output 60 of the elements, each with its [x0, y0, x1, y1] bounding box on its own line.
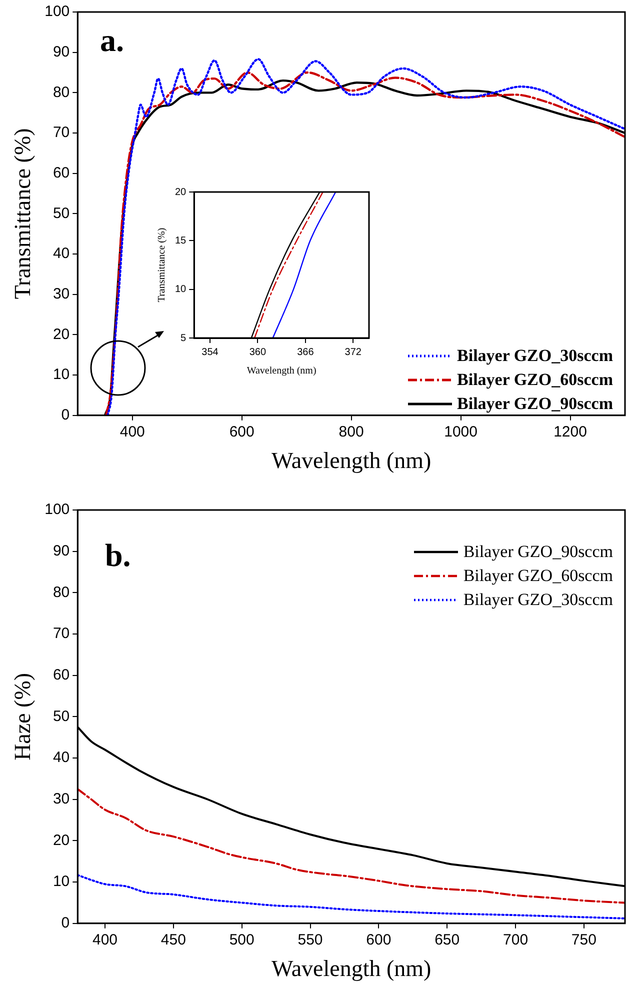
x-tick-label: 400 [120, 424, 145, 441]
y-tick-label: 50 [52, 708, 70, 725]
y-tick-label: 40 [52, 749, 70, 766]
line-series [272, 192, 336, 338]
y-tick-label: 0 [61, 914, 70, 932]
annotation: b. [105, 537, 131, 574]
y-tick-label: 20 [52, 832, 70, 849]
x-tick-label: 700 [503, 932, 528, 949]
y-tick-label: 5 [180, 332, 187, 344]
y-tick-label: 10 [52, 366, 70, 384]
y-tick-label: 100 [44, 501, 70, 518]
x-tick-label: 450 [160, 932, 186, 949]
x-axis-title: Wavelength (nm) [246, 366, 316, 377]
x-tick-label: 800 [338, 424, 364, 441]
y-axis-title: Transmittance (%) [156, 228, 168, 302]
y-tick-label: 30 [52, 286, 70, 303]
y-tick-label: 50 [52, 204, 70, 222]
y-tick-label: 10 [52, 873, 70, 890]
y-tick-label: 15 [175, 235, 187, 246]
x-tick-label: 650 [434, 932, 460, 949]
legend-label: Bilayer GZO_90sccm [457, 394, 613, 414]
x-tick-label: 1000 [444, 424, 478, 441]
x-tick-label: 372 [344, 346, 362, 358]
y-axis-title: Transmittance (%) [10, 128, 35, 300]
y-axis-title: Haze (%) [10, 672, 35, 760]
y-tick-label: 10 [175, 284, 187, 296]
legend-label: Bilayer GZO_60sccm [457, 370, 613, 390]
line-series [78, 788, 625, 904]
y-tick-label: 40 [52, 245, 70, 262]
y-tick-label: 70 [52, 124, 70, 142]
y-tick-label: 90 [52, 542, 70, 560]
line-series [78, 874, 625, 920]
y-tick-label: 90 [52, 43, 70, 60]
x-tick-label: 366 [297, 346, 314, 358]
x-tick-label: 360 [249, 346, 266, 358]
y-tick-label: 70 [52, 625, 70, 642]
x-tick-label: 600 [229, 424, 254, 441]
y-tick-label: 80 [52, 84, 70, 101]
y-tick-label: 0 [61, 406, 70, 424]
x-tick-label: 354 [202, 346, 219, 358]
x-tick-label: 600 [366, 932, 392, 949]
y-tick-label: 60 [52, 164, 70, 182]
x-tick-label: 750 [571, 932, 596, 949]
x-tick-label: 500 [229, 932, 254, 949]
y-tick-label: 80 [52, 584, 70, 601]
legend-label: Bilayer GZO_60sccm [463, 566, 613, 586]
y-tick-label: 20 [175, 186, 187, 198]
y-tick-label: 100 [44, 3, 70, 20]
x-tick-label: 400 [92, 932, 118, 949]
legend-label: Bilayer GZO_30sccm [463, 590, 613, 610]
y-tick-label: 20 [52, 326, 70, 343]
y-tick-label: 60 [52, 666, 70, 684]
x-tick-label: 1200 [554, 424, 587, 441]
annotation: a. [100, 22, 124, 59]
x-axis-title: Wavelength (nm) [271, 448, 432, 474]
x-axis-title: Wavelength (nm) [271, 956, 432, 982]
legend-label: Bilayer GZO_90sccm [463, 542, 613, 562]
x-tick-label: 550 [298, 932, 323, 949]
y-tick-label: 30 [52, 790, 70, 808]
legend-label: Bilayer GZO_30sccm [457, 346, 613, 366]
